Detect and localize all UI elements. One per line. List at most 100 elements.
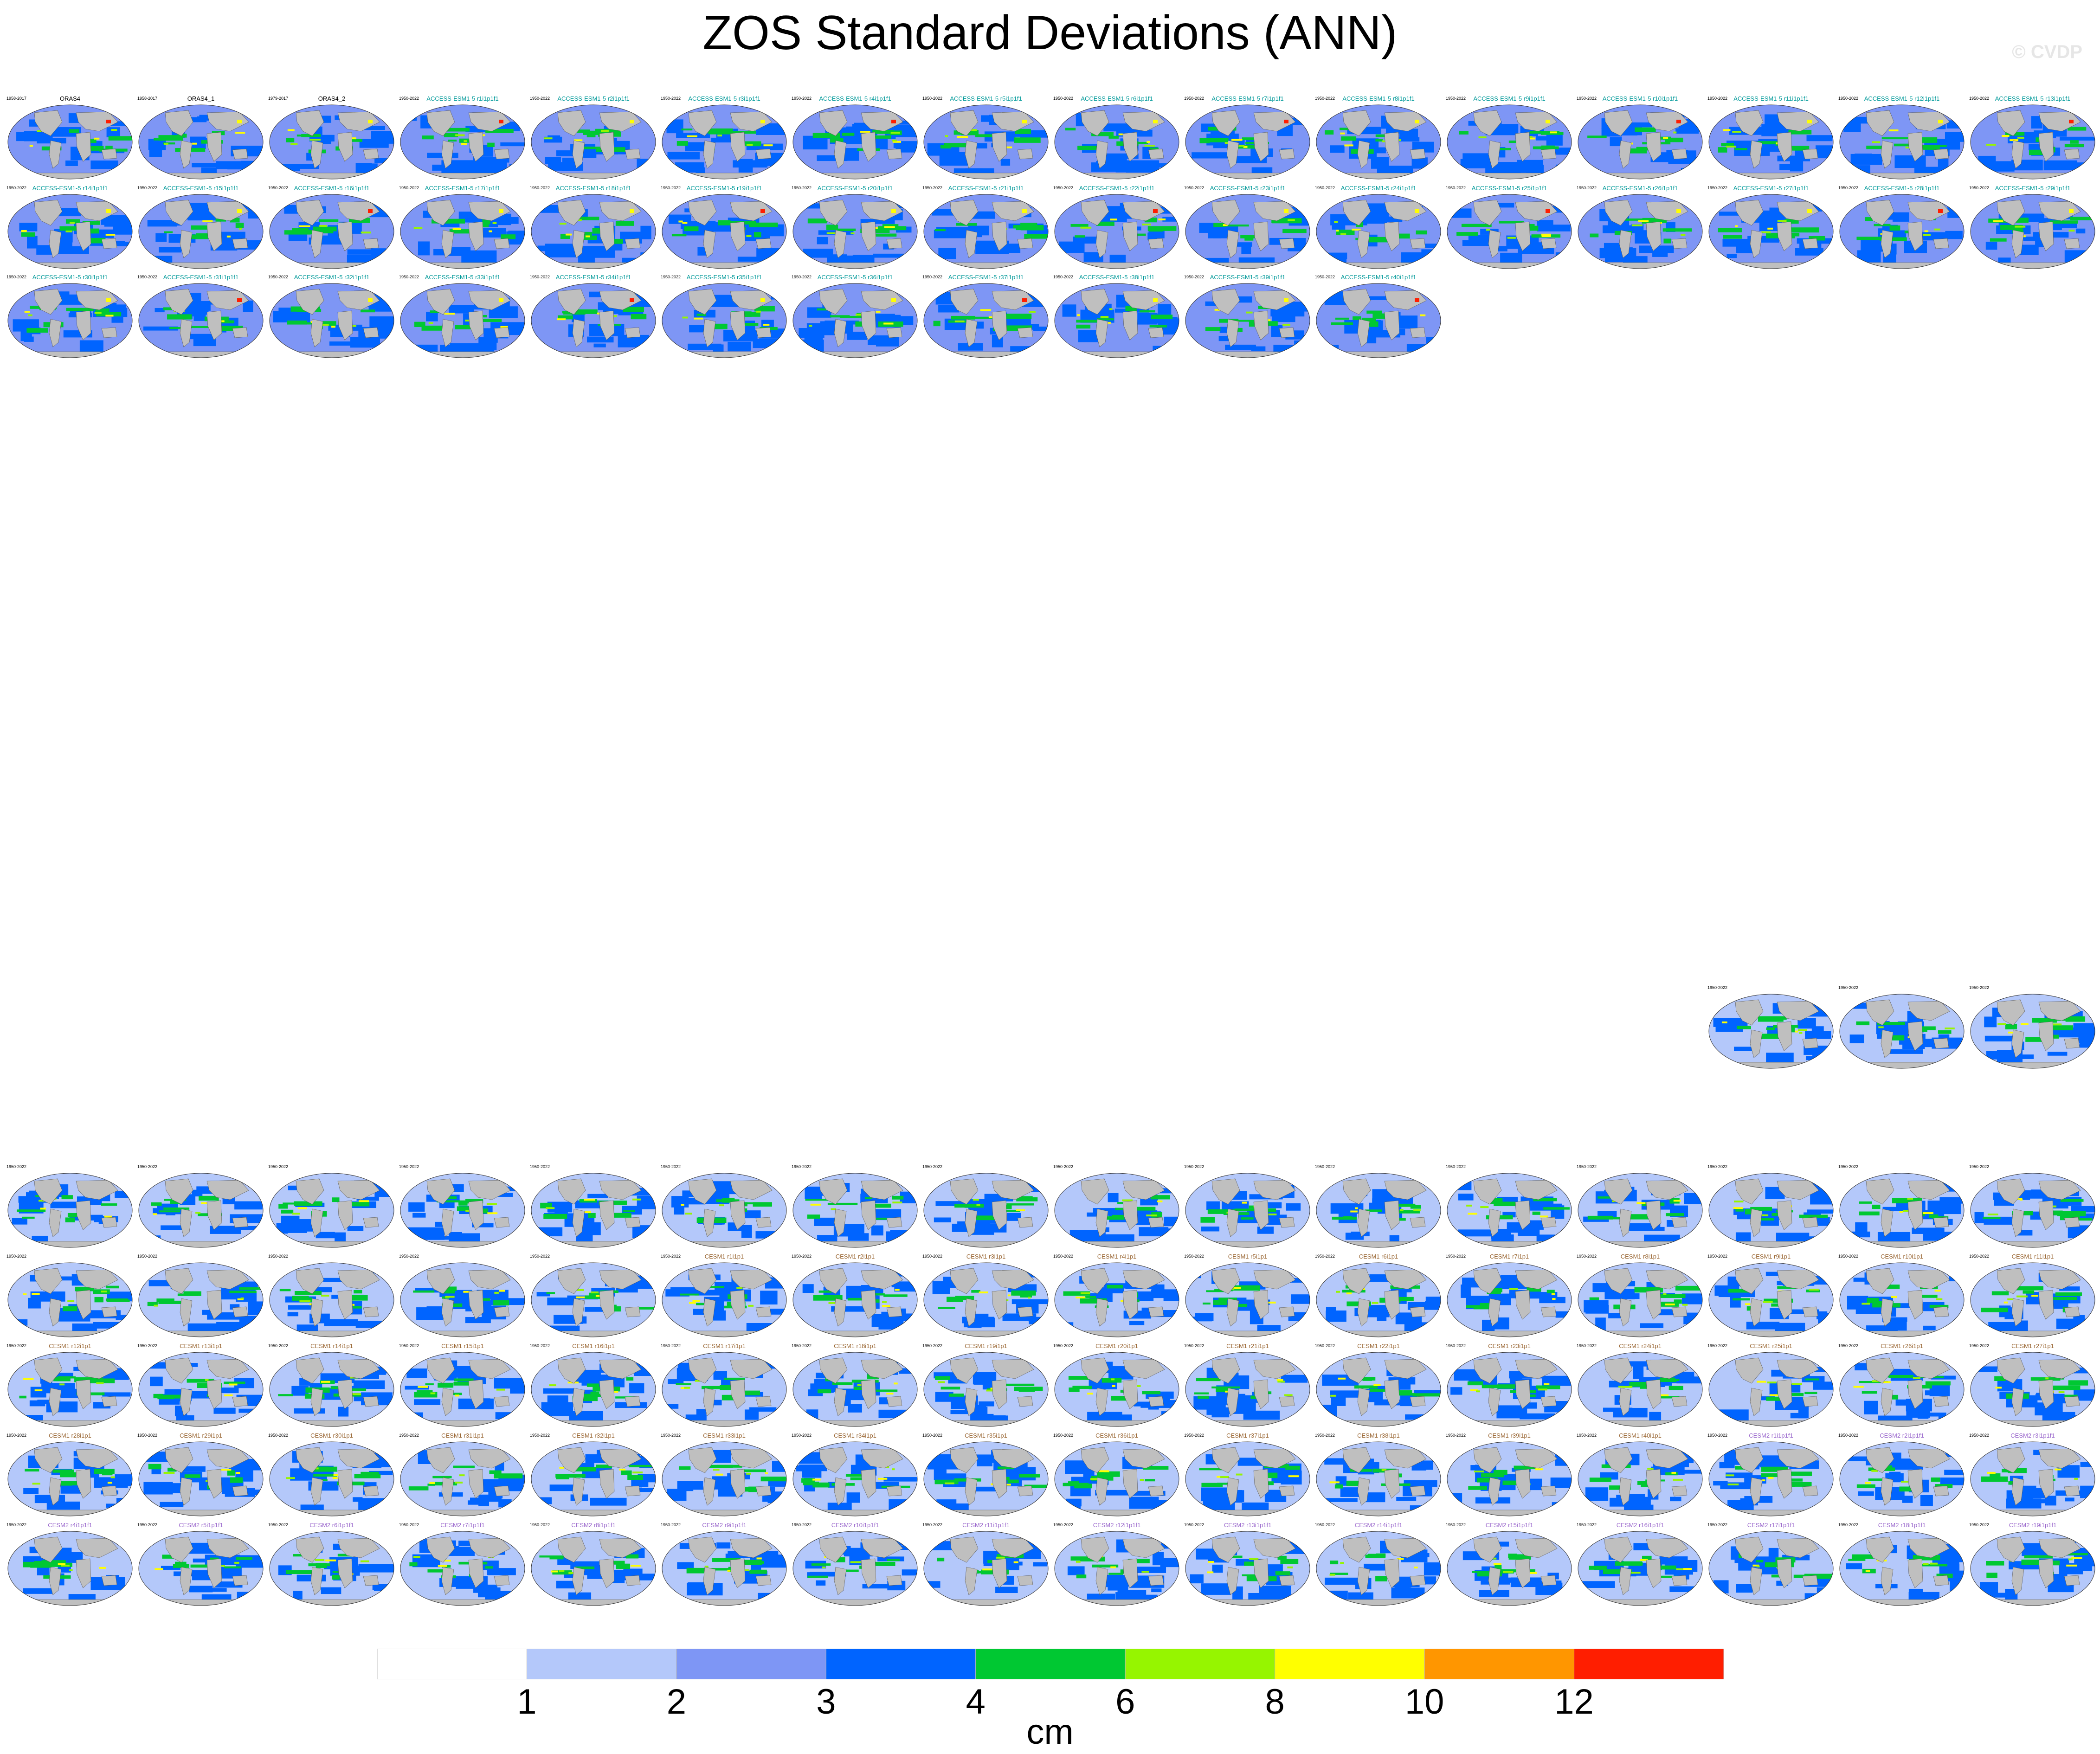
- map-plot: [1970, 1352, 2095, 1427]
- panel-years: 1950-2022: [1315, 1433, 1335, 1438]
- map-plot: [7, 194, 133, 269]
- panel-years: 1950-2022: [137, 1523, 158, 1527]
- panel-title: ORAS4_2: [318, 95, 346, 102]
- map-plot: [1316, 1352, 1441, 1427]
- panel-title: CESM1 r37i1p1: [1226, 1432, 1269, 1439]
- panel-title: CESM1 r21i1p1: [1226, 1343, 1269, 1349]
- map-plot: [923, 1173, 1049, 1248]
- panel-years: 1950-2022: [268, 1433, 289, 1438]
- map-plot: [138, 1531, 264, 1606]
- map-panel: 1950-2022 CESM2 r10i1p1f1: [792, 1522, 919, 1607]
- panel-title: CESM1 r4i1p1: [1097, 1253, 1137, 1260]
- map-plot: [138, 1352, 264, 1427]
- map-plot: [1708, 104, 1834, 180]
- map-plot: [138, 283, 264, 358]
- map-panel: 1950-2022: [399, 1163, 526, 1249]
- panel-years: 1950-2022: [399, 1523, 419, 1527]
- panel-title: CESM1 r24i1p1: [1619, 1343, 1662, 1349]
- map-panel: 1950-2022 CESM2 r13i1p1f1: [1184, 1522, 1311, 1607]
- map-plot: [1316, 104, 1441, 180]
- map-plot: [1578, 1441, 1703, 1516]
- panel-title: CESM2 r18i1p1f1: [1878, 1522, 1926, 1529]
- map-plot: [7, 1531, 133, 1606]
- map-panel: 1950-2022: [6, 1163, 134, 1249]
- panel-title: ACCESS-ESM1-5 r27i1p1f1: [1733, 185, 1809, 192]
- panel-years: 1950-2022: [399, 96, 419, 101]
- map-panel: 1950-2022 CESM1 r33i1p1: [661, 1432, 788, 1517]
- map-panel: 1950-2022 CESM1 r9i1p1: [1707, 1253, 1835, 1338]
- map-panel: 1950-2022 CESM1 r16i1p1: [530, 1343, 657, 1428]
- map-panel: 1950-2022 ACCESS-ESM1-5 r38i1p1f1: [1053, 274, 1180, 359]
- map-plot: [1054, 1352, 1179, 1427]
- panel-title: ACCESS-ESM1-5 r40i1p1f1: [1340, 274, 1417, 281]
- map-panel: 1950-2022 CESM1 r30i1p1: [268, 1432, 395, 1517]
- panel-years: 1950-2022: [268, 275, 289, 279]
- panel-title: CESM1 r13i1p1: [180, 1343, 222, 1349]
- map-panel: 1950-2022 ACCESS-ESM1-5 r26i1p1f1: [1577, 185, 1704, 270]
- panel-years: 1950-2022: [661, 96, 681, 101]
- map-plot: [792, 283, 918, 358]
- colorbar-tick-label: 4: [966, 1682, 986, 1722]
- panel-years: 1950-2022: [1053, 1433, 1074, 1438]
- panel-years: 1950-2022: [1969, 1523, 1990, 1527]
- panel-years: 1950-2022: [1053, 1254, 1074, 1259]
- map-plot: [923, 1352, 1049, 1427]
- map-plot: [1316, 1441, 1441, 1516]
- panel-title: CESM2 r14i1p1f1: [1354, 1522, 1403, 1529]
- colorbar-segment: [526, 1649, 677, 1679]
- map-panel: 1950-2022 CESM1 r25i1p1: [1707, 1343, 1835, 1428]
- map-panel: 1950-2022 ACCESS-ESM1-5 r32i1p1f1: [268, 274, 395, 359]
- map-panel: 1950-2022 CESM1 r14i1p1: [268, 1343, 395, 1428]
- map-panel: 1950-2022 CESM1 r24i1p1: [1577, 1343, 1704, 1428]
- panel-years: 1958-2017: [6, 96, 27, 101]
- map-plot: [1970, 194, 2095, 269]
- panel-years: 1950-2022: [922, 1523, 943, 1527]
- map-plot: [269, 104, 394, 180]
- map-plot: [1447, 104, 1572, 180]
- map-plot: [662, 1441, 787, 1516]
- map-panel: 1950-2022 CESM1 r20i1p1: [1053, 1343, 1180, 1428]
- map-panel: 1950-2022 CESM1 r36i1p1: [1053, 1432, 1180, 1517]
- map-panel: 1950-2022 CESM1 r8i1p1: [1577, 1253, 1704, 1338]
- panel-years: 1950-2022: [1184, 186, 1205, 190]
- panel-title: CESM1 r10i1p1: [1881, 1253, 1923, 1260]
- map-plot: [7, 104, 133, 180]
- panel-title: CESM1 r2i1p1: [835, 1253, 875, 1260]
- panel-years: 1950-2022: [1969, 1433, 1990, 1438]
- panel-title: ACCESS-ESM1-5 r12i1p1f1: [1864, 95, 1940, 102]
- map-plot: [1708, 194, 1834, 269]
- map-panel: 1950-2022 CESM2 r18i1p1f1: [1838, 1522, 1965, 1607]
- panel-title: ACCESS-ESM1-5 r13i1p1f1: [1995, 95, 2071, 102]
- panel-title: ACCESS-ESM1-5 r6i1p1f1: [1081, 95, 1153, 102]
- map-plot: [138, 104, 264, 180]
- map-plot: [531, 1441, 656, 1516]
- map-plot: [1447, 1352, 1572, 1427]
- panel-years: 1950-2022: [6, 275, 27, 279]
- panel-title: ACCESS-ESM1-5 r18i1p1f1: [555, 185, 631, 192]
- map-panel: 1950-2022 ACCESS-ESM1-5 r1i1p1f1: [399, 95, 526, 180]
- map-panel: 1950-2022 ACCESS-ESM1-5 r35i1p1f1: [661, 274, 788, 359]
- panel-years: 1950-2022: [268, 1523, 289, 1527]
- panel-years: 1950-2022: [1707, 985, 1728, 990]
- map-plot: [1970, 1262, 2095, 1337]
- map-plot: [1185, 1262, 1310, 1337]
- map-panel: 1950-2022: [137, 1253, 264, 1338]
- map-panel: 1950-2022 ACCESS-ESM1-5 r5i1p1f1: [922, 95, 1050, 180]
- panel-years: 1950-2022: [530, 186, 550, 190]
- map-plot: [1578, 1173, 1703, 1248]
- panel-title: ACCESS-ESM1-5 r19i1p1f1: [686, 185, 762, 192]
- panel-title: ACCESS-ESM1-5 r8i1p1f1: [1342, 95, 1415, 102]
- panel-title: CESM1 r23i1p1: [1488, 1343, 1531, 1349]
- map-plot: [792, 1262, 918, 1337]
- panel-title: CESM2 r3i1p1f1: [2010, 1432, 2055, 1439]
- panel-title: ACCESS-ESM1-5 r15i1p1f1: [163, 185, 239, 192]
- panel-title: CESM2 r19i1p1f1: [2009, 1522, 2057, 1529]
- map-panel: 1950-2022 CESM1 r40i1p1: [1577, 1432, 1704, 1517]
- colorbar-tick-label: 12: [1554, 1682, 1594, 1722]
- map-panel: 1950-2022 CESM1 r31i1p1: [399, 1432, 526, 1517]
- panel-title: ACCESS-ESM1-5 r4i1p1f1: [819, 95, 891, 102]
- panel-years: 1950-2022: [792, 1343, 812, 1348]
- map-panel: 1950-2022 CESM1 r18i1p1: [792, 1343, 919, 1428]
- map-panel: 1950-2022: [1053, 1163, 1180, 1249]
- panel-title: ACCESS-ESM1-5 r5i1p1f1: [950, 95, 1022, 102]
